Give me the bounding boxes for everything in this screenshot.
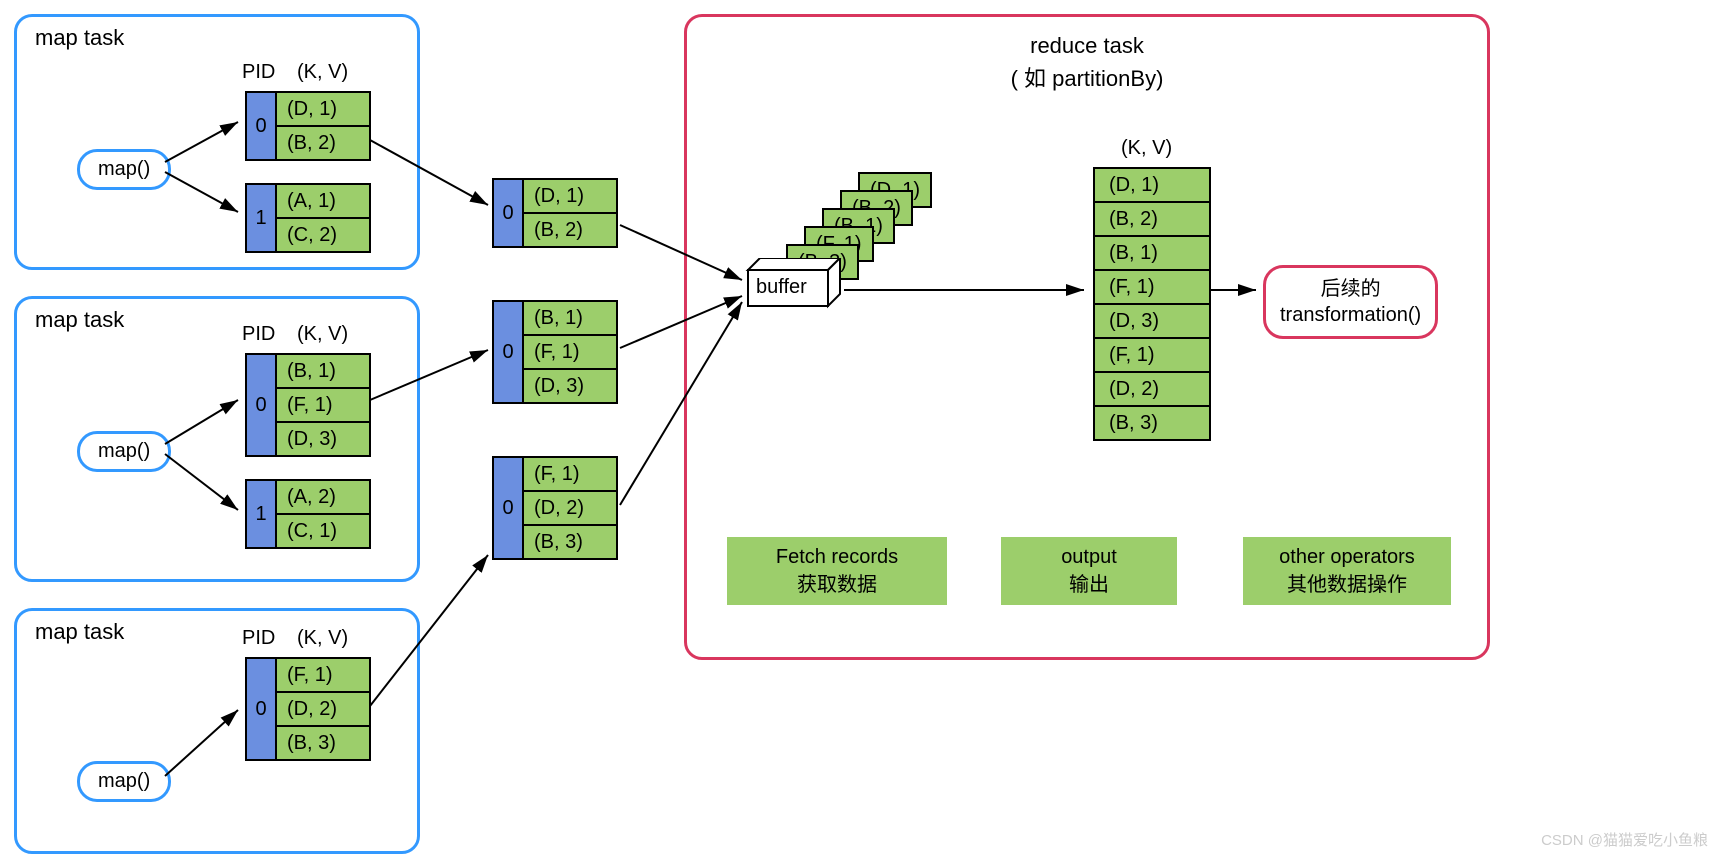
kv-cell: (A, 2) bbox=[277, 481, 369, 513]
map-task-box-3: map task map() PID (K, V) 0 (F, 1) (D, 2… bbox=[14, 608, 420, 854]
kv-cell: (A, 1) bbox=[277, 185, 369, 217]
kv-cell: (C, 1) bbox=[277, 513, 369, 547]
pid-header: PID bbox=[242, 323, 275, 346]
transform-line1: 后续的 bbox=[1280, 276, 1421, 302]
partition-block: 1 (A, 2) (C, 1) bbox=[245, 479, 371, 549]
kv-cell: (C, 2) bbox=[277, 217, 369, 251]
intermediate-block-1: 0 (D, 1) (B, 2) bbox=[492, 178, 618, 248]
kv-cell: (F, 1) bbox=[524, 458, 616, 490]
pid-header: PID bbox=[242, 61, 275, 84]
legend-fetch: Fetch records 获取数据 bbox=[727, 537, 947, 605]
watermark: CSDN @猫猫爱吃小鱼粮 bbox=[1541, 829, 1708, 850]
legend-l1: output bbox=[1001, 543, 1177, 571]
reduce-title-line1: reduce task bbox=[687, 29, 1487, 62]
map-call-box: map() bbox=[77, 149, 171, 190]
output-cell: (D, 3) bbox=[1095, 303, 1209, 337]
output-cell: (F, 1) bbox=[1095, 269, 1209, 303]
pid-cell: 0 bbox=[247, 93, 277, 159]
partition-block: 0 (D, 1) (B, 2) bbox=[245, 91, 371, 161]
partition-block: 0 (B, 1) (F, 1) (D, 3) bbox=[245, 353, 371, 457]
kv-cell: (F, 1) bbox=[277, 659, 369, 691]
kv-cell: (B, 2) bbox=[277, 125, 369, 159]
output-cell: (D, 1) bbox=[1095, 169, 1209, 201]
pid-cell: 0 bbox=[494, 458, 524, 558]
kv-cell: (B, 1) bbox=[524, 302, 616, 334]
legend-l1: other operators bbox=[1243, 543, 1451, 571]
output-stack: (D, 1) (B, 2) (B, 1) (F, 1) (D, 3) (F, 1… bbox=[1093, 167, 1211, 441]
reduce-title: reduce task ( 如 partitionBy) bbox=[687, 29, 1487, 95]
pid-cell: 0 bbox=[494, 302, 524, 402]
reduce-title-line2: ( 如 partitionBy) bbox=[687, 62, 1487, 95]
kv-cell: (B, 3) bbox=[277, 725, 369, 759]
output-cell: (B, 2) bbox=[1095, 201, 1209, 235]
kv-cell: (B, 3) bbox=[524, 524, 616, 558]
pid-cell: 1 bbox=[247, 481, 277, 547]
map-task-label: map task bbox=[35, 25, 124, 51]
legend-l2: 其他数据操作 bbox=[1243, 571, 1451, 599]
output-cell: (D, 2) bbox=[1095, 371, 1209, 405]
legend-l1: Fetch records bbox=[727, 543, 947, 571]
map-task-box-2: map task map() PID (K, V) 0 (B, 1) (F, 1… bbox=[14, 296, 420, 582]
kv-header: (K, V) bbox=[297, 323, 348, 346]
pid-cell: 0 bbox=[247, 355, 277, 455]
kv-header: (K, V) bbox=[297, 627, 348, 650]
partition-block: 1 (A, 1) (C, 2) bbox=[245, 183, 371, 253]
output-cell: (B, 1) bbox=[1095, 235, 1209, 269]
output-cell: (F, 1) bbox=[1095, 337, 1209, 371]
kv-cell: (F, 1) bbox=[277, 387, 369, 421]
pid-header: PID bbox=[242, 627, 275, 650]
map-task-label: map task bbox=[35, 619, 124, 645]
kv-cell: (D, 3) bbox=[277, 421, 369, 455]
legend-other: other operators 其他数据操作 bbox=[1243, 537, 1451, 605]
pid-cell: 0 bbox=[494, 180, 524, 246]
kv-cell: (D, 1) bbox=[277, 93, 369, 125]
map-call-box: map() bbox=[77, 431, 171, 472]
kv-cell: (F, 1) bbox=[524, 334, 616, 368]
kv-cell: (D, 2) bbox=[277, 691, 369, 725]
pid-cell: 1 bbox=[247, 185, 277, 251]
legend-output: output 输出 bbox=[1001, 537, 1177, 605]
legend-l2: 输出 bbox=[1001, 571, 1177, 599]
kv-header-output: (K, V) bbox=[1121, 137, 1172, 160]
intermediate-block-2: 0 (B, 1) (F, 1) (D, 3) bbox=[492, 300, 618, 404]
kv-cell: (D, 3) bbox=[524, 368, 616, 402]
partition-block: 0 (F, 1) (D, 2) (B, 3) bbox=[245, 657, 371, 761]
kv-cell: (B, 1) bbox=[277, 355, 369, 387]
kv-cell: (D, 2) bbox=[524, 490, 616, 524]
map-task-label: map task bbox=[35, 307, 124, 333]
kv-cell: (B, 2) bbox=[524, 212, 616, 246]
map-call-box: map() bbox=[77, 761, 171, 802]
transform-line2: transformation() bbox=[1280, 302, 1421, 328]
legend-l2: 获取数据 bbox=[727, 571, 947, 599]
pid-cell: 0 bbox=[247, 659, 277, 759]
output-cell: (B, 3) bbox=[1095, 405, 1209, 439]
buffer-label: buffer bbox=[756, 276, 807, 299]
map-task-box-1: map task map() PID (K, V) 0 (D, 1) (B, 2… bbox=[14, 14, 420, 270]
reduce-task-box: reduce task ( 如 partitionBy) (K, V) (D, … bbox=[684, 14, 1490, 660]
transformation-box: 后续的 transformation() bbox=[1263, 265, 1438, 339]
intermediate-block-3: 0 (F, 1) (D, 2) (B, 3) bbox=[492, 456, 618, 560]
kv-header: (K, V) bbox=[297, 61, 348, 84]
kv-cell: (D, 1) bbox=[524, 180, 616, 212]
